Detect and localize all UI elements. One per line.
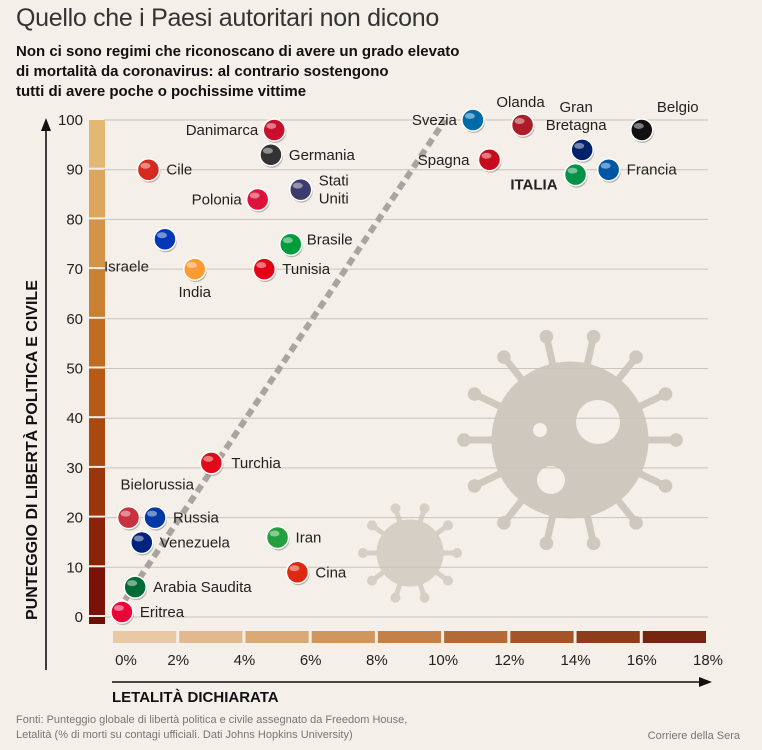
x-tick-label: 14%: [561, 652, 591, 669]
point-bielorussia: Bielorussia: [116, 477, 195, 531]
point-eritrea: Eritrea: [110, 600, 185, 626]
point-label: Francia: [627, 162, 678, 179]
point-svezia: Svezia: [412, 108, 485, 133]
virus-decoration-large: [457, 329, 683, 551]
x-axis-color-scale: [113, 631, 706, 643]
point-india: India: [179, 257, 212, 301]
point-label: Svezia: [412, 112, 458, 129]
point-arabia-saudita: Arabia Saudita: [123, 575, 252, 601]
point-iran: Iran: [265, 525, 322, 551]
point-label: Cile: [166, 162, 192, 179]
chart-title: Quello che i Paesi autoritari non dicono: [16, 4, 439, 32]
point-label: Cina: [315, 564, 347, 581]
x-tick-label: 0%: [115, 652, 137, 669]
y-tick-label: 20: [66, 510, 83, 527]
point-belgio: Belgio: [630, 99, 699, 143]
point-label: Polonia: [192, 192, 243, 209]
point-label: Russia: [173, 510, 220, 527]
point-cile: Cile: [136, 157, 192, 183]
x-tick-label: 16%: [627, 652, 657, 669]
point-label: Turchia: [231, 455, 281, 472]
point-germania: Germania: [259, 143, 356, 168]
point-label: India: [179, 284, 212, 301]
point-israele: Israele: [104, 227, 177, 275]
x-axis-label: LETALITÀ DICHIARATA: [112, 689, 279, 706]
point-danimarca: Danimarca: [186, 118, 287, 143]
y-tick-label: 60: [66, 311, 83, 328]
y-tick-label: 30: [66, 460, 83, 477]
credit: Corriere della Sera: [647, 730, 740, 742]
point-spagna: Spagna: [418, 148, 502, 173]
point-label: Iran: [296, 529, 322, 546]
point-label: Brasile: [307, 231, 353, 248]
trend-line: [122, 118, 448, 602]
point-label: Israele: [104, 258, 149, 275]
x-tick-label: 12%: [494, 652, 524, 669]
x-tick-label: 8%: [366, 652, 388, 669]
x-tick-label: 6%: [300, 652, 322, 669]
point-italia: ITALIA: [510, 162, 588, 194]
point-label: Gran Bretagna: [546, 99, 608, 134]
y-tick-label: 50: [66, 361, 83, 378]
point-label: Arabia Saudita: [153, 579, 252, 596]
point-label: Tunisia: [282, 261, 330, 278]
y-axis: [41, 118, 51, 670]
y-tick-label: 70: [66, 261, 83, 278]
virus-decoration-small: [358, 503, 462, 603]
point-brasile: Brasile: [279, 231, 353, 258]
point-label: Bielorussia: [121, 477, 195, 494]
y-tick-label: 0: [75, 609, 83, 626]
y-tick-label: 100: [58, 112, 83, 129]
point-label: Olanda: [496, 94, 545, 111]
y-tick-label: 10: [66, 559, 83, 576]
y-tick-labels: 0 10 20 30 40 50 60 70 80 90 100: [58, 112, 83, 626]
point-label: Spagna: [418, 152, 470, 169]
point-polonia: Polonia: [192, 187, 270, 213]
point-label: Belgio: [657, 99, 699, 116]
point-olanda: Olanda: [496, 94, 545, 138]
point-label: Stati Uniti: [319, 173, 349, 208]
y-tick-label: 40: [66, 410, 83, 427]
point-label: Eritrea: [140, 604, 185, 621]
x-tick-label: 4%: [234, 652, 256, 669]
point-stati-uniti: Stati Uniti: [288, 173, 349, 208]
source-note: Fonti: Punteggio globale di libertà poli…: [16, 714, 408, 741]
point-label: Venezuela: [160, 534, 231, 551]
point-francia: Francia: [596, 157, 678, 183]
y-axis-color-scale: [89, 120, 105, 624]
point-label: Germania: [289, 147, 356, 164]
point-tunisia: Tunisia: [252, 257, 331, 283]
point-cina: Cina: [285, 560, 347, 586]
y-tick-label: 90: [66, 162, 83, 179]
point-label: Danimarca: [186, 122, 259, 139]
point-gran-bretagna: Gran Bretagna: [546, 99, 608, 163]
point-turchia: Turchia: [199, 451, 281, 476]
x-tick-label: 2%: [167, 652, 189, 669]
y-axis-label: PUNTEGGIO DI LIBERTÀ POLITICA E CIVILE: [22, 280, 41, 620]
point-label: ITALIA: [510, 177, 557, 194]
x-axis: [112, 677, 712, 687]
point-venezuela: Venezuela: [130, 530, 231, 556]
chart-subtitle: Non ci sono regimi che riconoscano di av…: [16, 43, 460, 100]
data-points: Danimarca Germania Cile Stati Uniti Polonia Is…: [104, 94, 699, 626]
x-tick-label: 10%: [428, 652, 458, 669]
x-tick-label: 18%: [693, 652, 723, 669]
point-russia: Russia: [143, 505, 220, 531]
x-tick-labels: 0% 2% 4% 6% 8% 10% 12% 14% 16% 18%: [115, 652, 723, 669]
y-tick-label: 80: [66, 211, 83, 228]
